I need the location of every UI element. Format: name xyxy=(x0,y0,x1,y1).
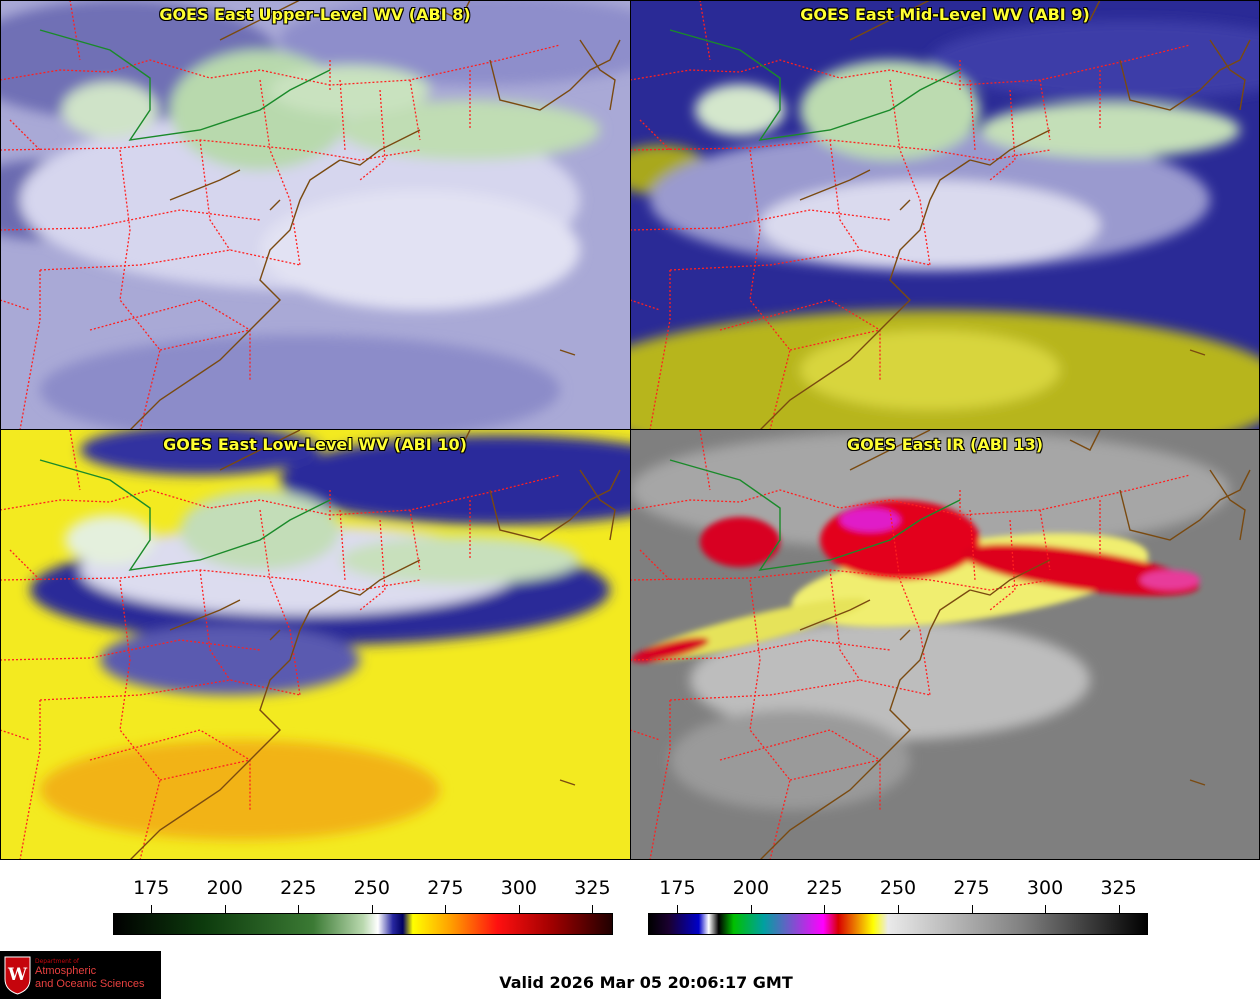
logo-line2: and Oceanic Sciences xyxy=(35,978,145,990)
colorbar-tick xyxy=(151,905,153,913)
uw-shield-letter: W xyxy=(7,965,28,985)
colorbar-tick-label: 175 xyxy=(133,877,170,899)
colorbar-tick xyxy=(592,905,594,913)
aos-logo: W Department of Atmospheric and Oceanic … xyxy=(0,951,161,999)
colorbar-tick xyxy=(971,905,973,913)
colorbar-tick-label: 275 xyxy=(953,877,990,899)
colorbar-tick xyxy=(677,905,679,913)
colorbar-tick xyxy=(371,905,373,913)
colorbar-tick-label: 250 xyxy=(879,877,917,899)
colorbar-tick-label: 175 xyxy=(659,877,696,899)
low-level-wv-map xyxy=(0,430,630,860)
map-frame xyxy=(0,0,1260,860)
panel-title: GOES East Low-Level WV (ABI 10) xyxy=(163,435,467,454)
colorbar-tick-label: 325 xyxy=(1100,877,1137,899)
panel-title: GOES East Upper-Level WV (ABI 8) xyxy=(159,5,471,24)
logo-dept: Department of xyxy=(35,958,79,965)
colorbar-tick-label: 250 xyxy=(353,877,390,899)
colorbar-tick xyxy=(750,905,752,913)
colorbar-tick xyxy=(298,905,300,913)
colorbar-tick-label: 200 xyxy=(206,877,243,899)
panel-divider-horizontal xyxy=(0,429,1260,430)
colorbar-tick-label: 225 xyxy=(280,877,317,899)
upper-level-wv-map xyxy=(0,0,630,430)
colorbar-tick-label: 225 xyxy=(806,877,843,899)
mid-level-wv-map xyxy=(630,0,1260,430)
ir-colorbar-gradient xyxy=(648,913,1148,935)
mid-level-wv-panel: GOES East Mid-Level WV (ABI 9) xyxy=(630,0,1260,430)
upper-level-wv-panel: GOES East Upper-Level WV (ABI 8) xyxy=(0,0,630,430)
colorbar-tick-label: 300 xyxy=(1026,877,1064,899)
ir-colorbar: 175 200 225 250 275 300 325 xyxy=(648,877,1148,937)
panel-divider-vertical xyxy=(630,0,631,860)
wv-colorbar-gradient xyxy=(113,913,613,935)
colorbar-tick xyxy=(898,905,899,913)
colorbar-tick xyxy=(224,905,226,913)
ir-map xyxy=(630,430,1260,860)
colorbar-tick-label: 300 xyxy=(500,877,538,899)
ir-panel: GOES East IR (ABI 13) xyxy=(630,430,1260,860)
panel-title: GOES East Mid-Level WV (ABI 9) xyxy=(800,5,1090,24)
colorbar-tick xyxy=(1045,905,1047,913)
uw-shield-icon: W xyxy=(4,956,31,995)
wv-colorbar: 175 200 225 250 275 300 325 xyxy=(113,877,613,937)
logo-line1: Atmospheric xyxy=(35,965,97,977)
colorbar-tick-label: 325 xyxy=(574,877,611,899)
colorbar-tick xyxy=(445,905,447,913)
colorbar-tick xyxy=(824,905,826,913)
colorbar-tick-label: 200 xyxy=(732,877,770,899)
low-level-wv-panel: GOES East Low-Level WV (ABI 10) xyxy=(0,430,630,860)
colorbar-tick-label: 275 xyxy=(427,877,464,899)
panel-title: GOES East IR (ABI 13) xyxy=(846,435,1044,454)
colorbar-tick xyxy=(518,905,520,913)
valid-time: Valid 2026 Mar 05 20:06:17 GMT xyxy=(499,973,793,992)
colorbar-tick xyxy=(1118,905,1120,913)
